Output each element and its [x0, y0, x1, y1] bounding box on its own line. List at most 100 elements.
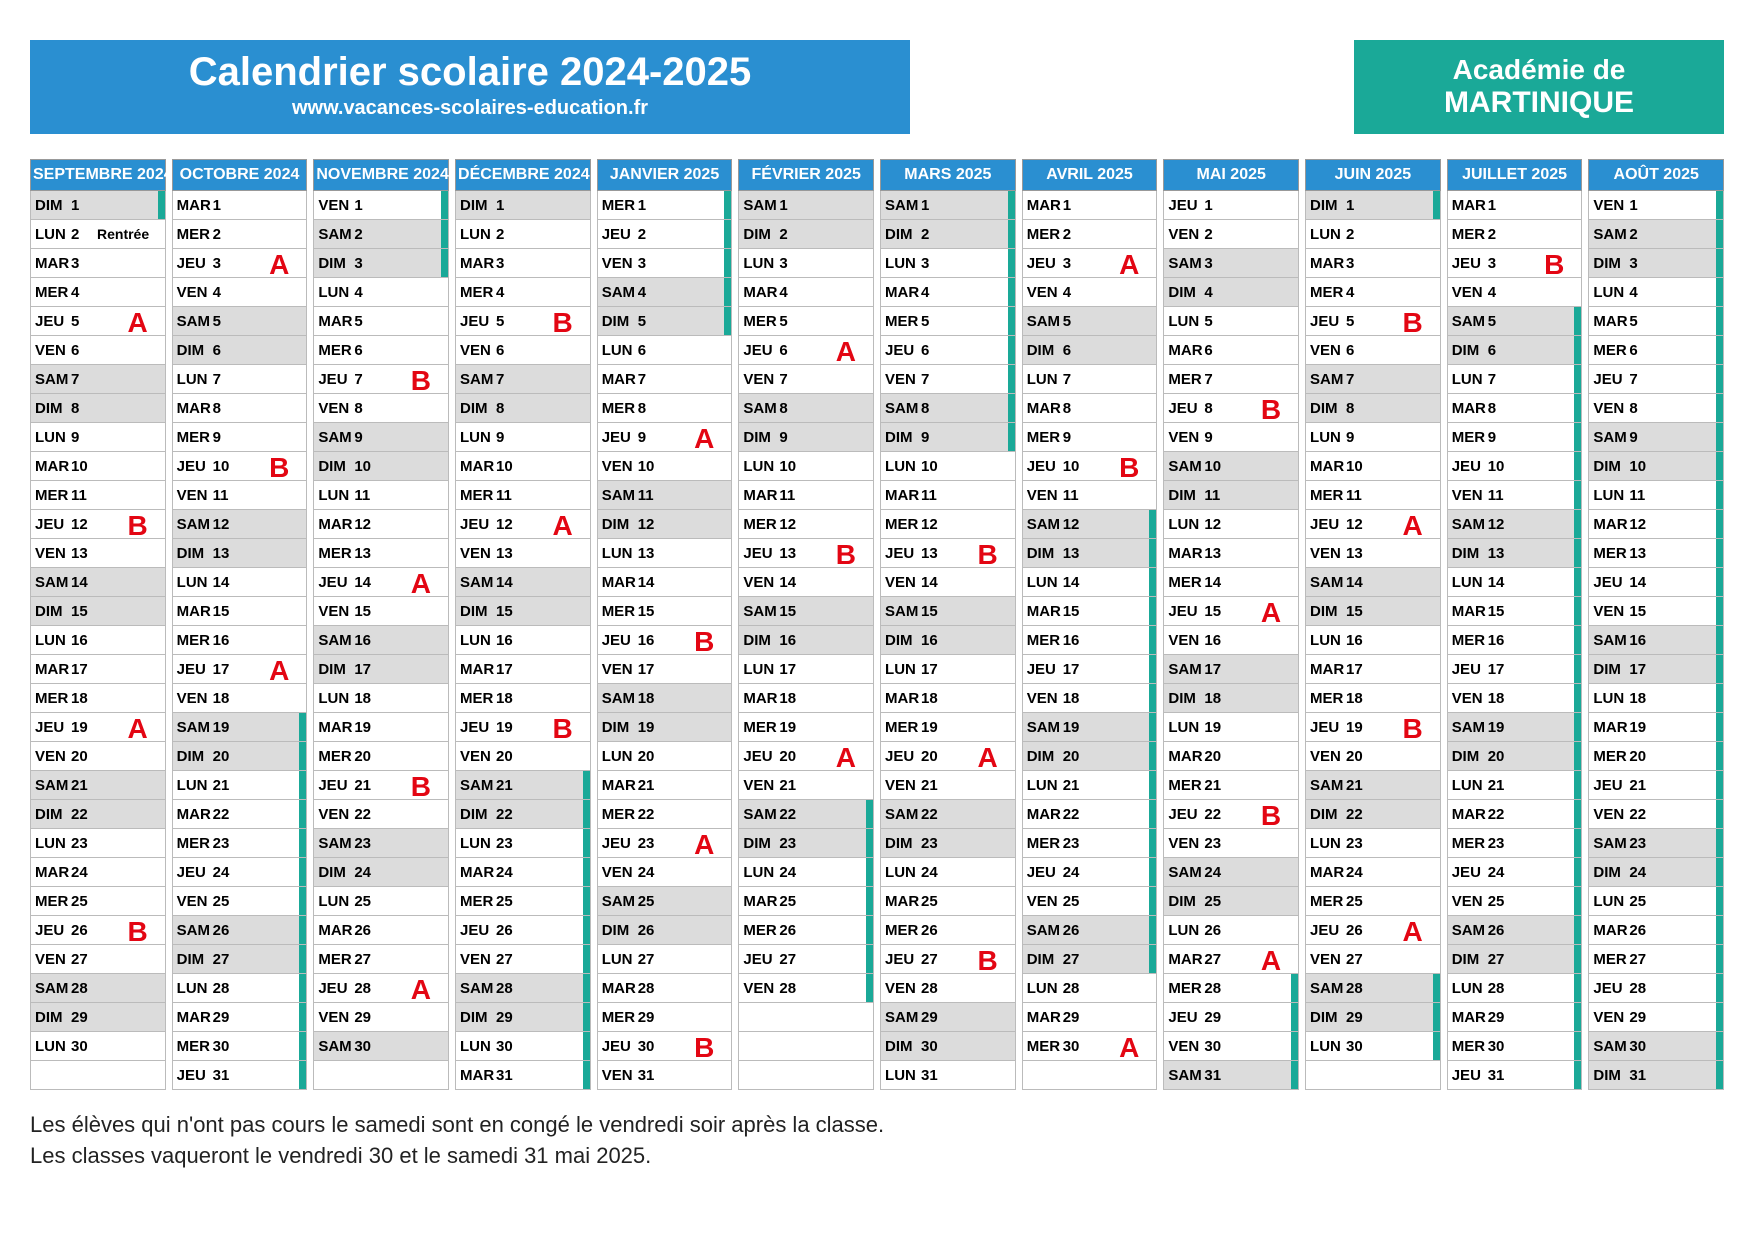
day-cell: DIM20 [1447, 742, 1583, 771]
day-number: 3 [1063, 255, 1087, 272]
day-cell: VEN4 [1022, 278, 1158, 307]
day-cell: MAR24 [1305, 858, 1441, 887]
day-cell: VEN28 [880, 974, 1016, 1003]
day-cell: MAR6 [1163, 336, 1299, 365]
day-number: 8 [71, 400, 95, 417]
day-of-week: SAM [314, 226, 354, 243]
day-cell: VEN27 [455, 945, 591, 974]
day-number: 2 [354, 226, 378, 243]
vacation-bar [1574, 394, 1581, 422]
vacation-bar [1574, 713, 1581, 741]
day-number: 16 [496, 632, 520, 649]
day-of-week: VEN [1306, 342, 1346, 359]
day-cell: SAM26 [1447, 916, 1583, 945]
day-of-week: MAR [456, 458, 496, 475]
day-of-week: SAM [173, 313, 213, 330]
day-number: 9 [1204, 429, 1228, 446]
day-number: 9 [779, 429, 803, 446]
day-cell: JEU3 [172, 249, 308, 278]
day-cell: DIM3 [313, 249, 449, 278]
day-number: 17 [921, 661, 945, 678]
month-column: AOÛT 2025VEN1SAM2DIM3LUN4MAR5MER6JEU7VEN… [1588, 159, 1724, 1090]
day-number: 27 [1204, 951, 1228, 968]
day-cell: VEN29 [1588, 1003, 1724, 1032]
day-cell: MAR24 [455, 858, 591, 887]
day-number: 1 [354, 197, 378, 214]
day-cell: SAM12 [1447, 510, 1583, 539]
vacation-bar [1574, 365, 1581, 393]
day-of-week: MAR [1164, 342, 1204, 359]
day-number: 11 [1488, 487, 1512, 504]
day-of-week: JEU [1306, 313, 1346, 330]
day-number: 6 [921, 342, 945, 359]
day-cell: MAR15 [1447, 597, 1583, 626]
day-cell: LUN7 [1447, 365, 1583, 394]
day-cell: VEN14 [880, 568, 1016, 597]
day-cell: MER25 [455, 887, 591, 916]
day-number: 30 [213, 1038, 237, 1055]
day-number: 21 [779, 777, 803, 794]
vacation-bar [1716, 220, 1723, 248]
vacation-bar [1149, 597, 1156, 625]
day-of-week: SAM [598, 284, 638, 301]
month-column: JUIN 2025DIM1LUN2MAR3MER4JEU5VEN6SAM7DIM… [1305, 159, 1441, 1090]
day-cell: VEN11 [172, 481, 308, 510]
day-number: 3 [496, 255, 520, 272]
day-number: 17 [71, 661, 95, 678]
day-number: 11 [1629, 487, 1653, 504]
day-number: 1 [1488, 197, 1512, 214]
vacation-bar [1291, 1003, 1298, 1031]
day-cell: LUN2 [455, 220, 591, 249]
day-cell: JEU22 [1163, 800, 1299, 829]
day-of-week: MAR [1589, 516, 1629, 533]
vacation-bar [1716, 481, 1723, 509]
day-cell: MAR21 [597, 771, 733, 800]
day-cell: MAR24 [30, 858, 166, 887]
day-number: 22 [71, 806, 95, 823]
day-of-week: VEN [1306, 545, 1346, 562]
day-number: 7 [496, 371, 520, 388]
day-cell: JEU10 [1022, 452, 1158, 481]
day-of-week: DIM [1023, 951, 1063, 968]
vacation-bar [1716, 626, 1723, 654]
day-of-week: SAM [598, 487, 638, 504]
day-cell: DIM1 [1305, 191, 1441, 220]
day-cell: JEU8 [1163, 394, 1299, 423]
vacation-bar [299, 1061, 306, 1089]
day-number: 26 [354, 922, 378, 939]
vacation-bar [1574, 829, 1581, 857]
day-cell: SAM19 [1447, 713, 1583, 742]
day-cell: SAM15 [880, 597, 1016, 626]
day-of-week: LUN [1589, 487, 1629, 504]
day-number: 30 [1204, 1038, 1228, 1055]
day-cell: LUN3 [738, 249, 874, 278]
vacation-bar [1149, 742, 1156, 770]
day-of-week: MAR [456, 864, 496, 881]
day-of-week: SAM [31, 980, 71, 997]
day-number: 2 [1488, 226, 1512, 243]
day-of-week: LUN [173, 980, 213, 997]
day-number: 19 [1204, 719, 1228, 736]
day-number: 29 [71, 1009, 95, 1026]
day-of-week: SAM [1589, 429, 1629, 446]
vacation-bar [1149, 655, 1156, 683]
day-number: 4 [1204, 284, 1228, 301]
day-number: 16 [71, 632, 95, 649]
day-cell: MER30 [172, 1032, 308, 1061]
day-of-week: DIM [1589, 255, 1629, 272]
day-number: 12 [779, 516, 803, 533]
day-number: 10 [1346, 458, 1370, 475]
day-cell: SAM26 [1022, 916, 1158, 945]
day-of-week: LUN [1589, 893, 1629, 910]
day-cell: MER4 [1305, 278, 1441, 307]
day-of-week: LUN [1306, 429, 1346, 446]
day-of-week: MAR [31, 458, 71, 475]
day-number: 24 [1063, 864, 1087, 881]
day-cell: JEU7 [1588, 365, 1724, 394]
day-of-week: SAM [1023, 922, 1063, 939]
day-of-week: LUN [1306, 226, 1346, 243]
day-cell: MER5 [880, 307, 1016, 336]
day-of-week: JEU [1306, 922, 1346, 939]
day-cell: LUN25 [313, 887, 449, 916]
day-of-week: VEN [314, 400, 354, 417]
